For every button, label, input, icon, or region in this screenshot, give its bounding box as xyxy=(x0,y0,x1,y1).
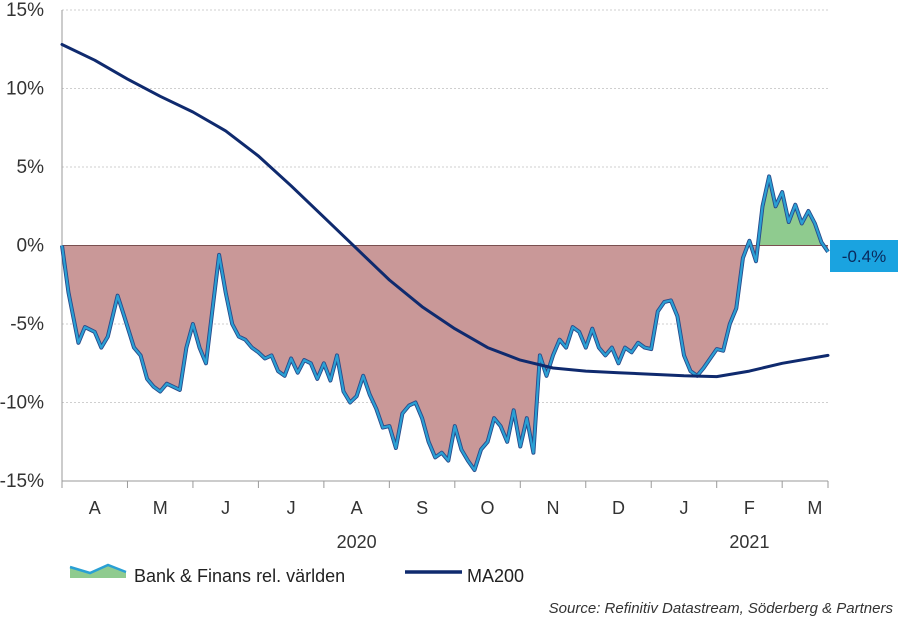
y-tick-label: -10% xyxy=(0,393,44,414)
last-value-label: -0.4% xyxy=(830,240,898,272)
y-tick-label: -15% xyxy=(0,471,44,492)
legend-swatch-area xyxy=(70,565,126,578)
series-lines xyxy=(60,43,830,472)
year-label: 2021 xyxy=(729,532,769,552)
month-label: O xyxy=(481,498,495,518)
y-tick-label: 5% xyxy=(17,157,45,178)
legend-label-bank-finans: Bank & Finans rel. världen xyxy=(134,566,345,586)
last-value-box xyxy=(830,240,898,272)
positive-area-fill xyxy=(757,176,824,246)
x-axis: A M J J A S O N D J F M 2020 2021 xyxy=(61,480,829,552)
month-label: M xyxy=(153,498,168,518)
y-axis-tick-labels: 15% 10% 5% 0% -5% -10% -15% xyxy=(0,0,44,492)
month-label: J xyxy=(679,498,688,518)
year-label: 2020 xyxy=(337,532,377,552)
legend-label-ma200: MA200 xyxy=(467,566,524,586)
y-tick-label: -5% xyxy=(10,314,44,335)
month-label: M xyxy=(807,498,822,518)
source-note: Source: Refinitiv Datastream, Söderberg … xyxy=(549,600,894,617)
y-tick-label: 0% xyxy=(17,236,45,257)
month-label: S xyxy=(416,498,428,518)
month-label: F xyxy=(744,498,755,518)
month-label: J xyxy=(287,498,296,518)
series-line-bank-finans xyxy=(60,175,829,472)
series-line-ma200 xyxy=(60,43,830,379)
legend: Bank & Finans rel. världen MA200 xyxy=(69,563,524,586)
legend-swatch-line xyxy=(69,563,127,575)
month-label: J xyxy=(221,498,230,518)
month-label: N xyxy=(547,498,560,518)
y-tick-label: 15% xyxy=(6,0,44,21)
month-label: A xyxy=(89,498,101,518)
month-label: D xyxy=(612,498,625,518)
negative-area-fill xyxy=(62,245,748,470)
y-tick-label: 10% xyxy=(6,79,44,100)
month-label: A xyxy=(351,498,363,518)
last-value-text: -0.4% xyxy=(842,247,886,266)
